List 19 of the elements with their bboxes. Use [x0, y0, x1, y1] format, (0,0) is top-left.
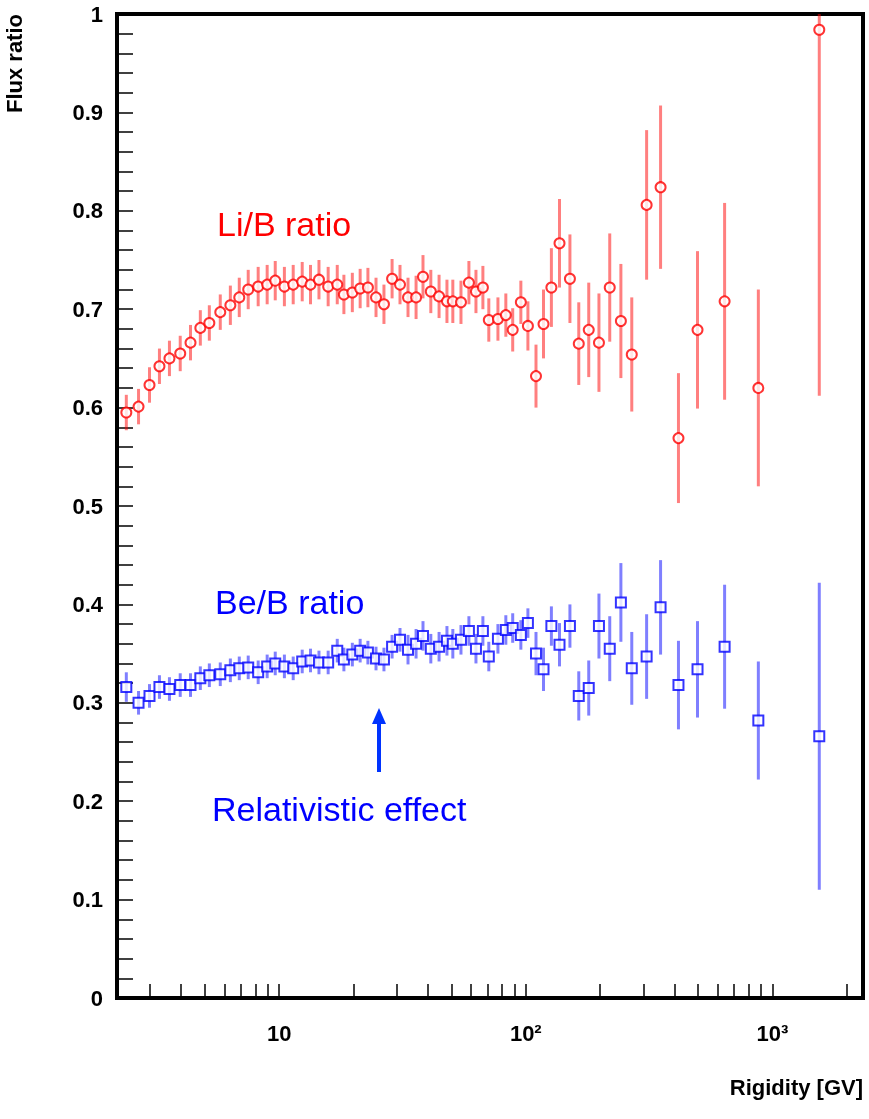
y-tick-label: 0.2: [72, 788, 103, 814]
y-tick-label: 0.5: [72, 493, 103, 519]
y-tick-label: 0.4: [72, 591, 104, 617]
series-label: Be/B ratio: [215, 583, 365, 621]
y-tick-label: 0: [90, 985, 103, 1011]
y-axis-title: Flux ratio: [1, 14, 27, 114]
y-tick-label: 1: [90, 1, 103, 27]
y-tick-label: 0.7: [72, 296, 103, 322]
y-tick-label: 0.9: [72, 99, 103, 125]
x-tick-label: 10: [266, 1020, 292, 1046]
x-axis-title: Rigidity [GV]: [729, 1074, 863, 1100]
y-tick-label: 0.6: [72, 395, 103, 421]
y-tick-label: 0.3: [72, 690, 103, 716]
series-label: Li/B ratio: [217, 205, 352, 243]
y-tick-label: 0.1: [72, 887, 103, 913]
x-tick-label: 10³: [756, 1020, 789, 1046]
y-tick-label: 0.8: [72, 198, 103, 224]
annotation: Relativistic effect: [212, 790, 468, 828]
x-tick-label: 10²: [509, 1020, 542, 1046]
